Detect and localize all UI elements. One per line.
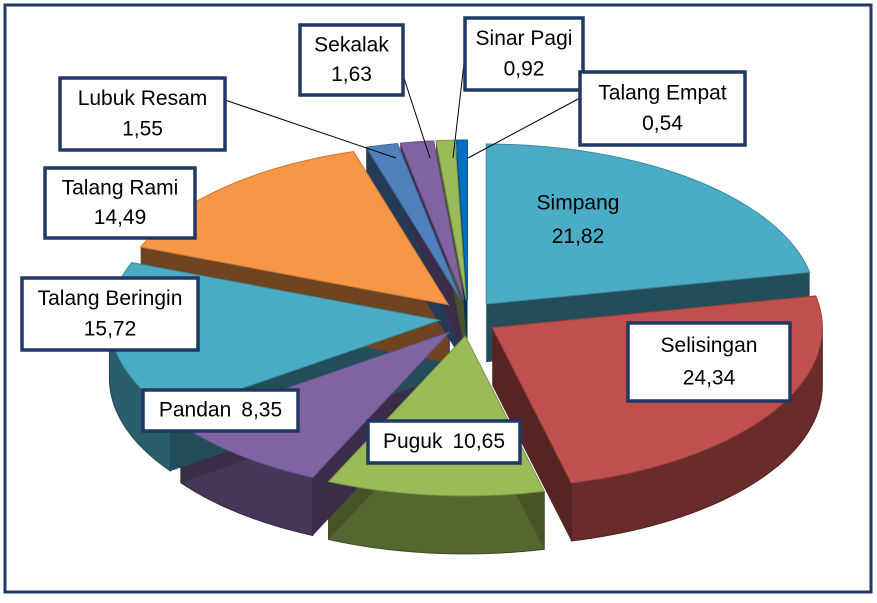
value-label: 10,65: [452, 430, 505, 453]
label-box: [20, 276, 200, 352]
label-box: [626, 321, 792, 403]
value-label: 24,34: [683, 367, 736, 390]
value-label: 1,63: [331, 63, 372, 86]
label-box: [58, 76, 227, 152]
category-label: Talang Beringin: [38, 287, 183, 310]
value-label: 0,54: [642, 112, 683, 135]
label-box: [463, 16, 585, 92]
category-label: Puguk: [383, 430, 443, 453]
leader-line: [467, 97, 581, 159]
leader-line: [452, 54, 466, 159]
slice: [485, 143, 811, 305]
label-box: [43, 166, 197, 240]
value-label: 15,72: [84, 317, 137, 340]
slice: [179, 331, 451, 479]
slice: [455, 139, 469, 301]
value-label: 8,35: [241, 398, 282, 421]
value-label: 0,92: [504, 57, 545, 80]
category-label: Sinar Pagi: [476, 27, 573, 50]
slice: [365, 142, 462, 301]
category-label: Sekalak: [314, 34, 389, 57]
label-box: [141, 388, 300, 433]
label-box: [366, 419, 522, 465]
category-label: Talang Rami: [62, 177, 179, 200]
value-label: 21,82: [552, 225, 605, 248]
category-label: Selisingan: [661, 334, 758, 357]
category-label: Talang Empat: [598, 81, 727, 104]
slice: [399, 140, 465, 301]
label-box: [578, 70, 747, 147]
category-label: Simpang: [537, 192, 620, 215]
category-label: Pandan: [159, 398, 231, 421]
data-label: Pandan 8,35: [159, 398, 282, 421]
category-label: Lubuk Resam: [78, 87, 208, 110]
leader-line: [224, 99, 397, 159]
value-label: 1,55: [122, 117, 163, 140]
label-box: [298, 23, 405, 97]
leader-line: [402, 74, 431, 159]
slice-wall: [492, 327, 572, 541]
data-label: Puguk 10,65: [383, 430, 505, 453]
value-label: 14,49: [94, 206, 147, 229]
